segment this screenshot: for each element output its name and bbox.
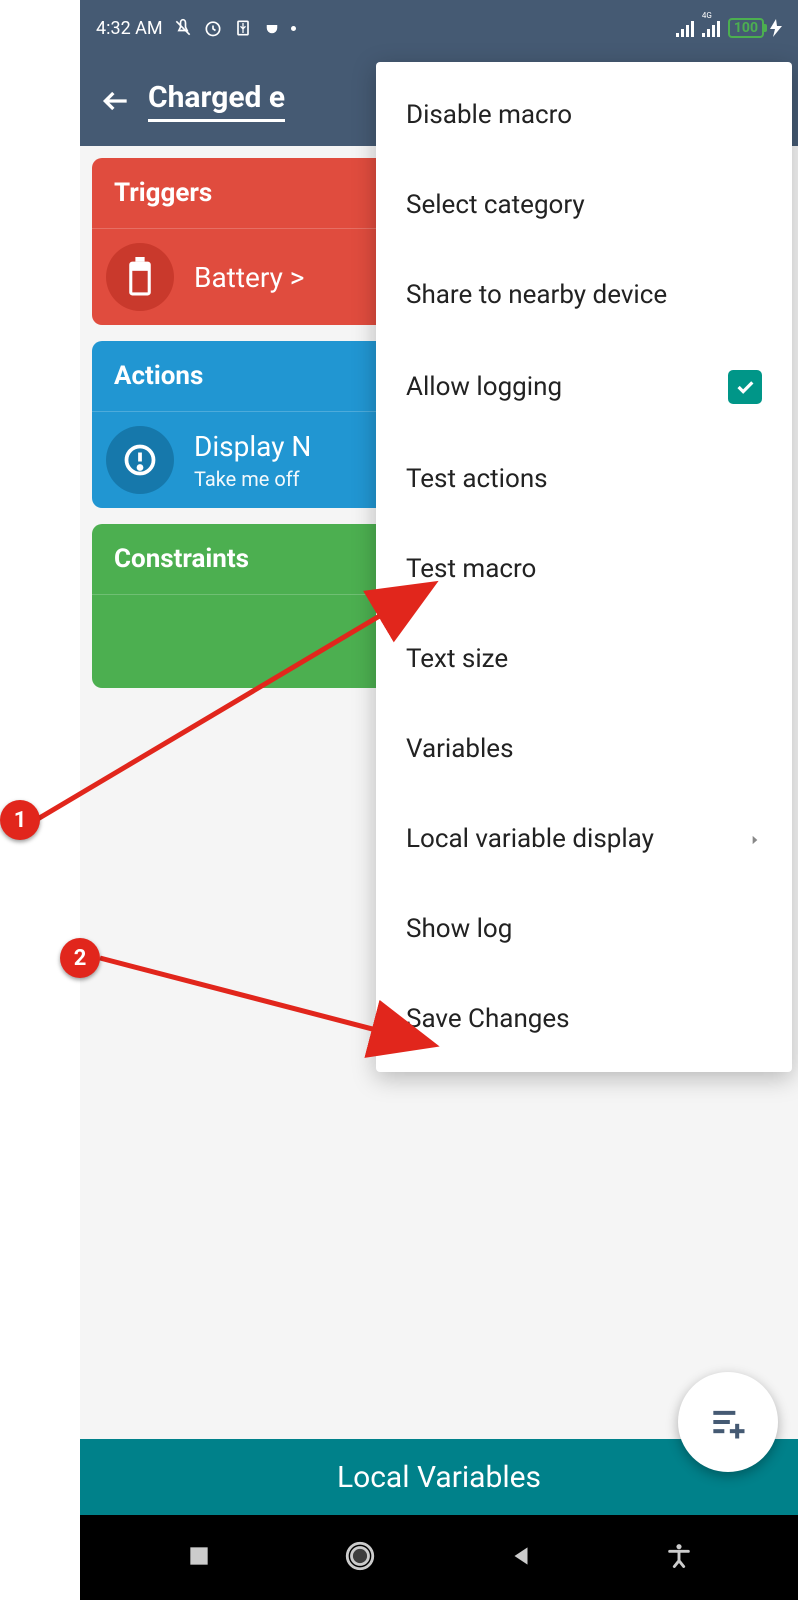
- menu-variables[interactable]: Variables: [376, 704, 792, 794]
- overflow-menu: Disable macro Select category Share to n…: [376, 62, 792, 1072]
- menu-show-log[interactable]: Show log: [376, 884, 792, 974]
- menu-select-category[interactable]: Select category: [376, 160, 792, 250]
- annotation-marker-2: 2: [60, 938, 100, 978]
- mute-icon: [173, 18, 193, 38]
- nav-back-button[interactable]: [508, 1543, 534, 1573]
- alarm-icon: [203, 18, 223, 38]
- signal-icon: [676, 19, 696, 37]
- back-button[interactable]: [92, 77, 140, 125]
- menu-test-macro[interactable]: Test macro: [376, 524, 792, 614]
- dot-icon: [291, 26, 296, 31]
- charging-icon: [770, 19, 782, 37]
- notification-icon: [106, 426, 174, 494]
- page-title[interactable]: Charged e: [148, 80, 285, 122]
- chevron-right-icon: [748, 824, 762, 854]
- action-item-sub: Take me off: [194, 467, 311, 491]
- local-variables-label: Local Variables: [337, 1460, 541, 1495]
- annotation-marker-1: 1: [0, 800, 40, 840]
- menu-test-actions[interactable]: Test actions: [376, 434, 792, 524]
- status-bar: 4:32 AM 4G 100: [80, 0, 798, 56]
- menu-local-variable-display[interactable]: Local variable display: [376, 794, 792, 884]
- menu-disable-macro[interactable]: Disable macro: [376, 70, 792, 160]
- nav-accessibility-button[interactable]: [665, 1542, 693, 1574]
- battery-indicator: 100: [728, 18, 764, 38]
- menu-save-changes[interactable]: Save Changes: [376, 974, 792, 1064]
- menu-allow-logging[interactable]: Allow logging: [376, 340, 792, 434]
- battery-icon: [106, 243, 174, 311]
- menu-share-nearby[interactable]: Share to nearby device: [376, 250, 792, 340]
- nav-home-button[interactable]: [343, 1539, 377, 1577]
- checkbox-checked-icon[interactable]: [728, 370, 762, 404]
- fab-add-button[interactable]: [678, 1372, 778, 1472]
- android-nav-bar: [80, 1515, 798, 1600]
- nav-recent-button[interactable]: [186, 1543, 212, 1573]
- usb-icon: [233, 18, 253, 38]
- status-time: 4:32 AM: [96, 18, 163, 39]
- phone-screen: 4:32 AM 4G 100: [80, 0, 798, 1600]
- signal-4g-icon: 4G: [702, 19, 722, 37]
- action-item-title: Display N: [194, 430, 311, 463]
- trigger-item-title: Battery >: [194, 261, 304, 294]
- plug-icon: [263, 19, 281, 37]
- menu-text-size[interactable]: Text size: [376, 614, 792, 704]
